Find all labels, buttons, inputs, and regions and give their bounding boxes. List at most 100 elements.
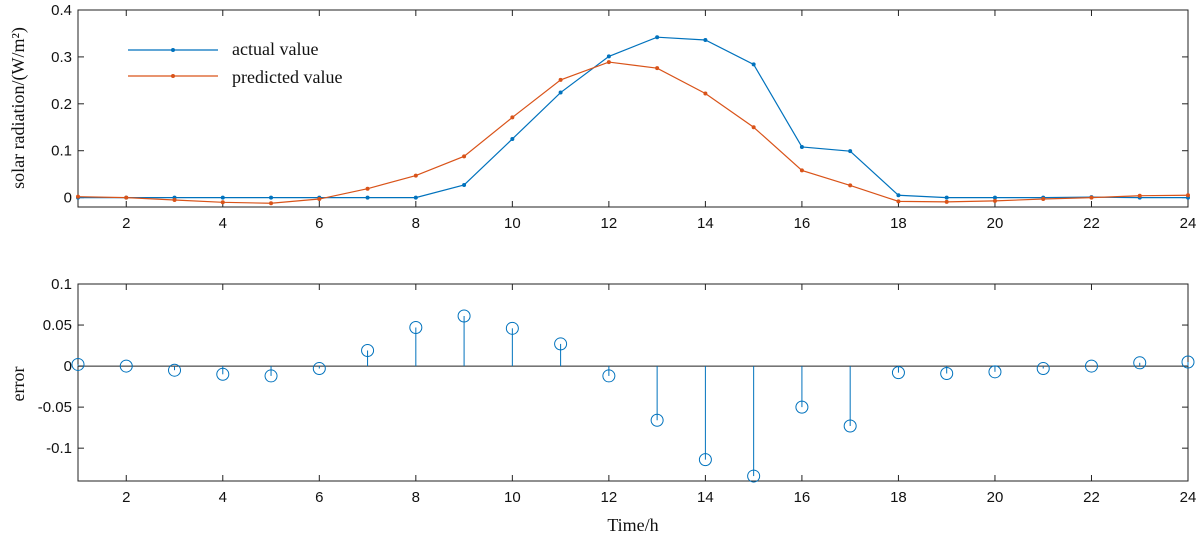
- data-point-predicted-value: [992, 198, 997, 203]
- error-x-tick-label: 14: [697, 489, 714, 506]
- error-marker: [119, 359, 133, 373]
- data-point-predicted-value: [799, 168, 804, 173]
- error-marker: [891, 366, 905, 380]
- error-x-tick-label: 18: [890, 489, 907, 506]
- data-point-predicted-value: [317, 197, 322, 202]
- error-marker: [505, 321, 519, 335]
- data-point-predicted-value: [510, 115, 515, 120]
- error-x-tick-label: 4: [219, 489, 227, 506]
- error-x-tick-label: 22: [1083, 489, 1100, 506]
- data-point-actual-value: [848, 149, 853, 154]
- data-point-actual-value: [269, 195, 274, 200]
- error-x-tick-label: 24: [1180, 489, 1197, 506]
- data-point-actual-value: [606, 54, 611, 59]
- data-point-actual-value: [944, 195, 949, 200]
- data-point-predicted-value: [751, 125, 756, 130]
- error-marker: [940, 366, 954, 380]
- data-point-predicted-value: [413, 173, 418, 178]
- error-marker: [554, 337, 568, 351]
- data-point-actual-value: [896, 193, 901, 198]
- data-point-predicted-value: [1186, 193, 1190, 198]
- legend-marker-predicted: [171, 74, 175, 78]
- radiation-x-tick-label: 10: [504, 215, 521, 232]
- data-point-predicted-value: [172, 197, 177, 202]
- radiation-y-tick-label: 0.4: [51, 2, 72, 19]
- radiation-y-tick-label: 0.1: [51, 143, 72, 160]
- data-point-actual-value: [413, 195, 418, 200]
- error-marker: [264, 369, 278, 383]
- x-axis-title: Time/h: [607, 515, 658, 535]
- error-marker: [216, 367, 230, 381]
- legend-marker-actual: [171, 48, 175, 52]
- error-marker: [602, 369, 616, 383]
- error-marker: [1133, 356, 1147, 370]
- data-point-predicted-value: [848, 183, 853, 188]
- data-point-actual-value: [655, 35, 660, 40]
- data-point-predicted-value: [703, 91, 708, 96]
- data-point-predicted-value: [606, 60, 611, 65]
- data-point-predicted-value: [944, 199, 949, 204]
- series-line-predicted-value: [77, 61, 1189, 204]
- radiation-y-tick-label: 0.3: [51, 49, 72, 66]
- error-x-tick-label: 16: [794, 489, 811, 506]
- error-y-tick-label: 0.1: [51, 276, 72, 293]
- radiation-x-tick-label: 16: [794, 215, 811, 232]
- error-marker: [168, 363, 182, 377]
- error-chart-frame: [77, 283, 1189, 482]
- data-point-actual-value: [703, 38, 708, 43]
- error-x-tick-label: 2: [122, 489, 130, 506]
- error-x-tick-label: 12: [601, 489, 618, 506]
- error-marker: [457, 309, 471, 323]
- data-point-predicted-value: [558, 77, 563, 82]
- data-point-actual-value: [558, 90, 563, 95]
- error-x-tick-label: 10: [504, 489, 521, 506]
- error-marker: [650, 413, 664, 427]
- error-marker: [1084, 359, 1098, 373]
- error-marker: [1036, 362, 1050, 376]
- data-point-actual-value: [992, 195, 997, 200]
- data-point-actual-value: [220, 195, 225, 200]
- series-line-actual-value: [78, 36, 1188, 199]
- error-marker: [409, 321, 423, 335]
- y-axis-title-error: error: [8, 367, 28, 402]
- y-axis-title-radiation: solar radiation/(W/m²): [8, 27, 29, 189]
- radiation-x-tick-label: 6: [315, 215, 323, 232]
- radiation-x-tick-label: 12: [601, 215, 618, 232]
- data-point-predicted-value: [1089, 195, 1094, 200]
- data-point-predicted-value: [365, 186, 370, 191]
- legend-label-predicted: predicted value: [232, 67, 342, 87]
- error-chart-series: [71, 309, 1195, 483]
- radiation-chart-frame: [77, 9, 1189, 208]
- data-point-actual-value: [462, 182, 467, 187]
- radiation-x-tick-label: 8: [412, 215, 420, 232]
- data-point-actual-value: [510, 136, 515, 141]
- data-point-predicted-value: [76, 194, 80, 199]
- error-marker: [698, 453, 712, 467]
- legend-label-actual: actual value: [232, 39, 318, 59]
- data-point-actual-value: [365, 195, 370, 200]
- error-y-tick-label: 0.05: [43, 317, 72, 334]
- error-marker: [1181, 355, 1195, 369]
- radiation-y-tick-label: 0.2: [51, 96, 72, 113]
- data-point-predicted-value: [1041, 197, 1046, 202]
- radiation-x-tick-label: 24: [1180, 215, 1197, 232]
- radiation-x-tick-label: 20: [987, 215, 1004, 232]
- radiation-chart-series: [76, 35, 1190, 206]
- error-marker: [747, 469, 761, 483]
- data-point-predicted-value: [220, 200, 225, 205]
- error-marker: [988, 365, 1002, 379]
- error-y-tick-label: -0.05: [38, 399, 72, 416]
- data-point-predicted-value: [462, 154, 467, 159]
- error-marker: [795, 400, 809, 414]
- data-point-predicted-value: [269, 201, 274, 206]
- error-x-tick-label: 6: [315, 489, 323, 506]
- radiation-x-tick-label: 4: [219, 215, 227, 232]
- legend: actual value predicted value: [118, 30, 388, 100]
- data-point-predicted-value: [124, 195, 129, 200]
- error-marker: [843, 419, 857, 433]
